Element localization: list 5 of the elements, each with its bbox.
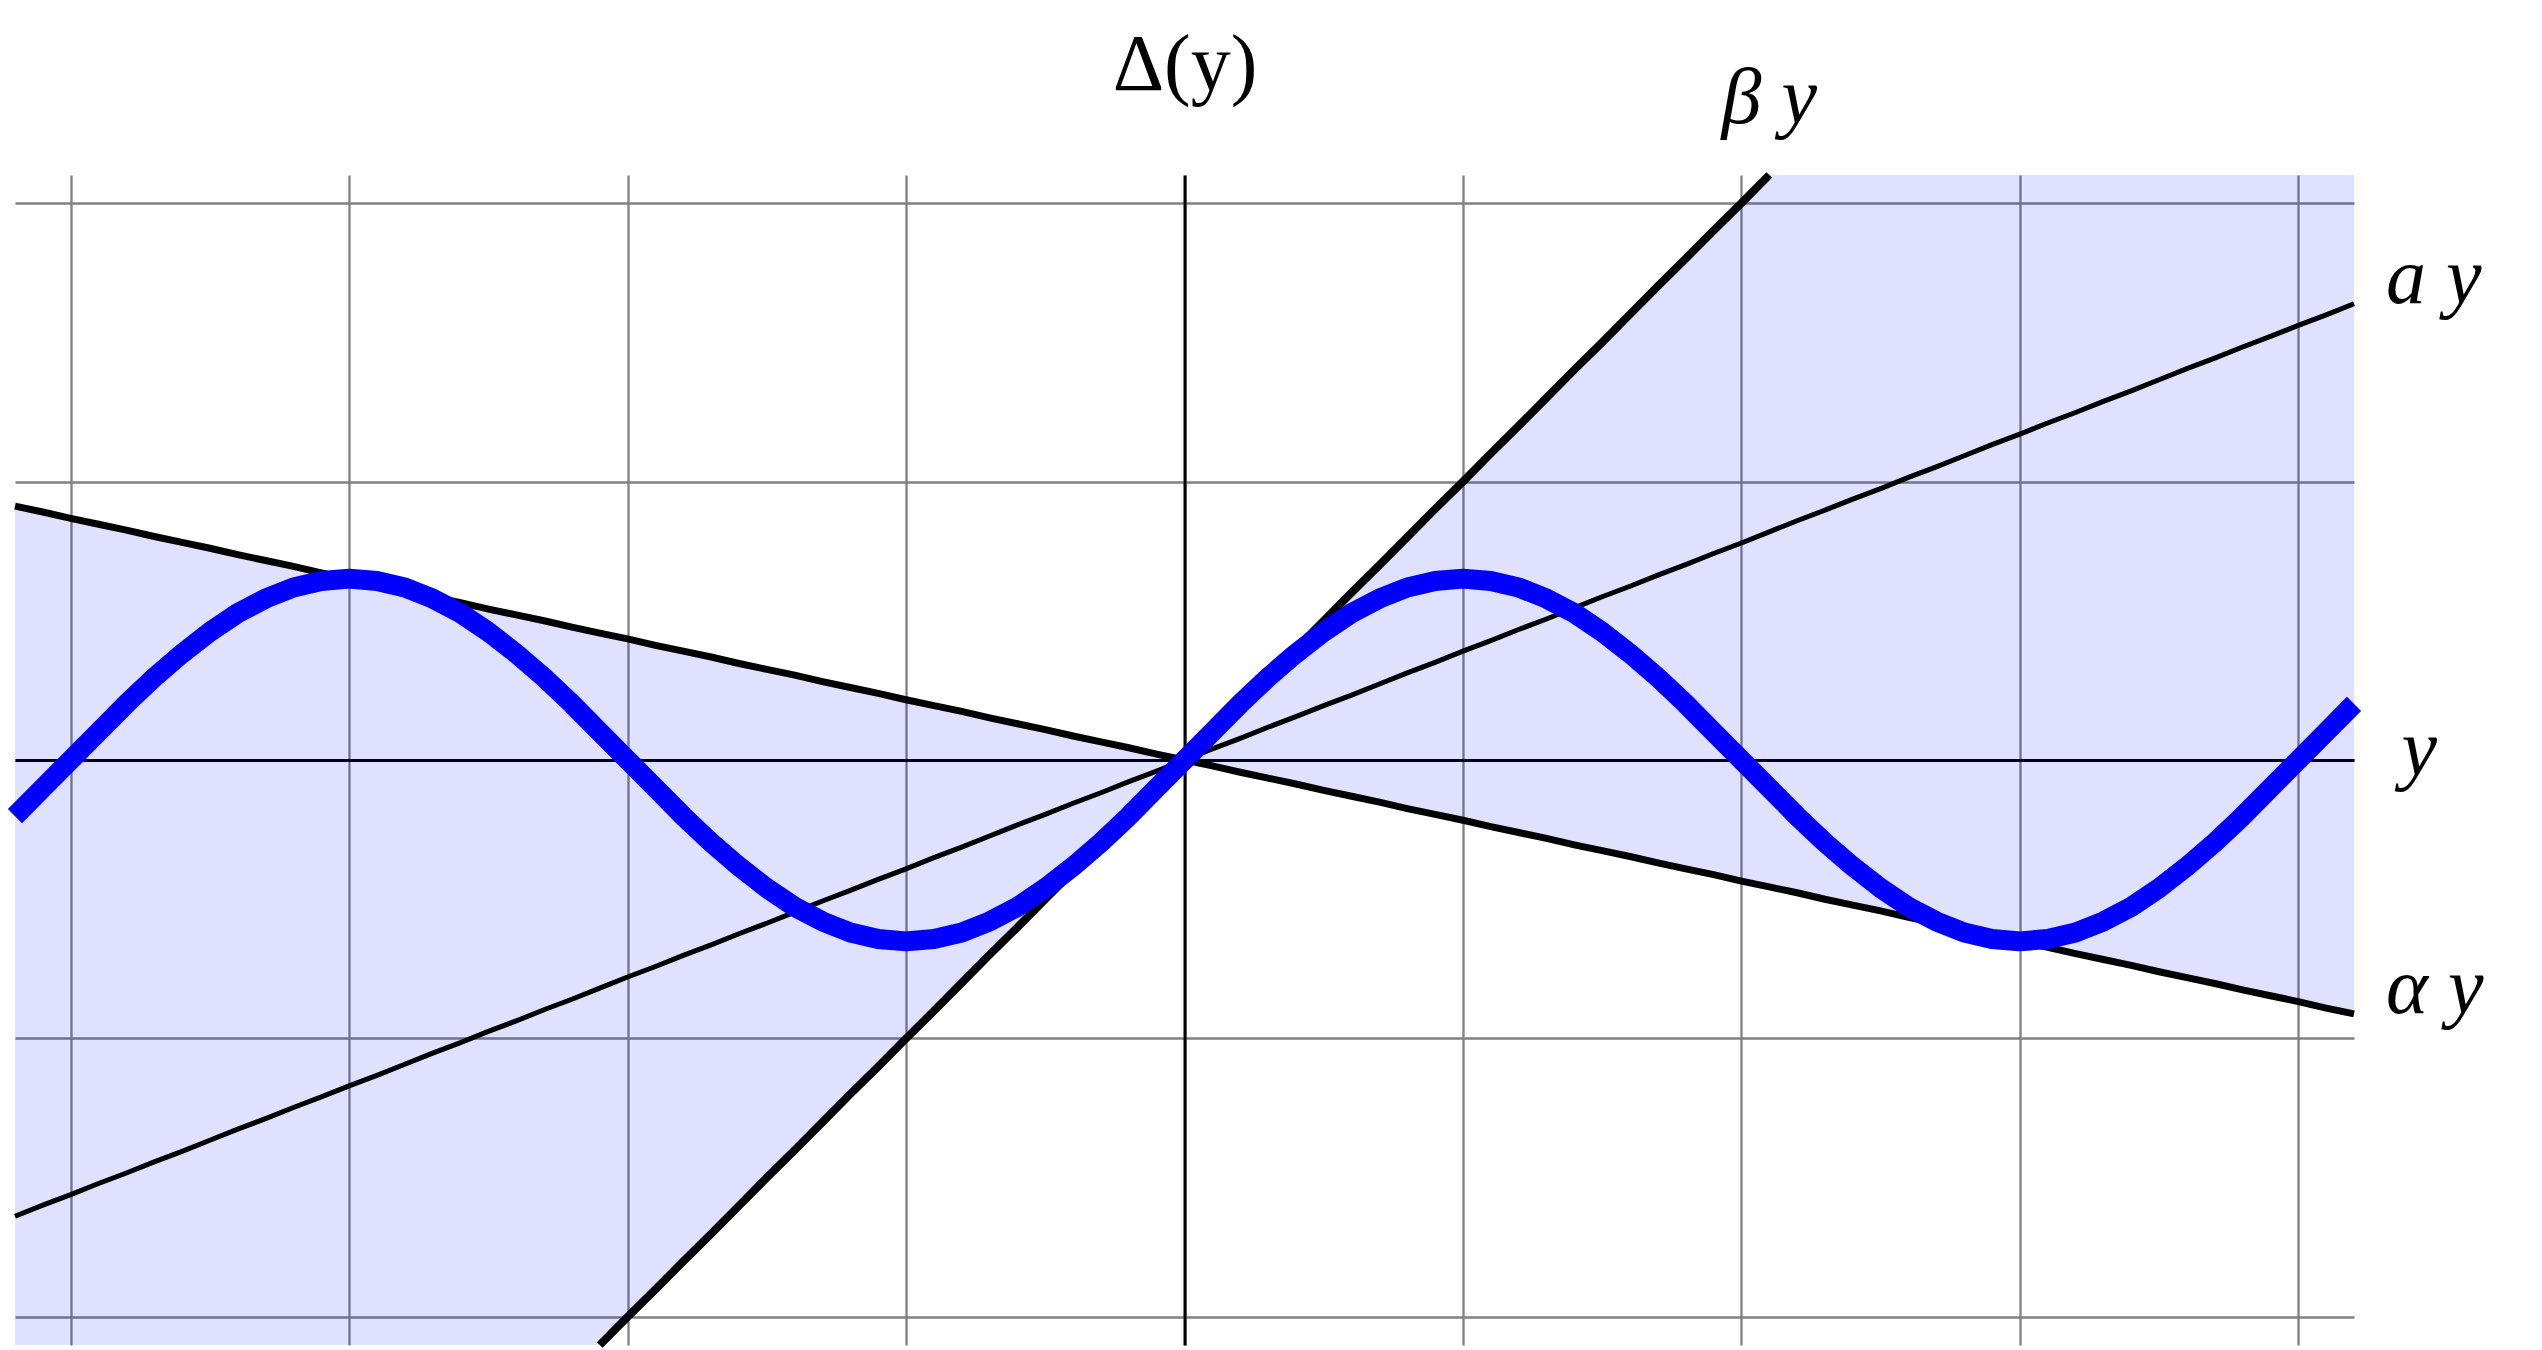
- series-label: α y: [2386, 941, 2484, 1030]
- series-label: β y: [1719, 52, 1818, 140]
- y-axis-title: Δ(y): [1112, 18, 1258, 108]
- series-label: a y: [2386, 231, 2482, 320]
- x-axis-title: y: [2394, 703, 2438, 792]
